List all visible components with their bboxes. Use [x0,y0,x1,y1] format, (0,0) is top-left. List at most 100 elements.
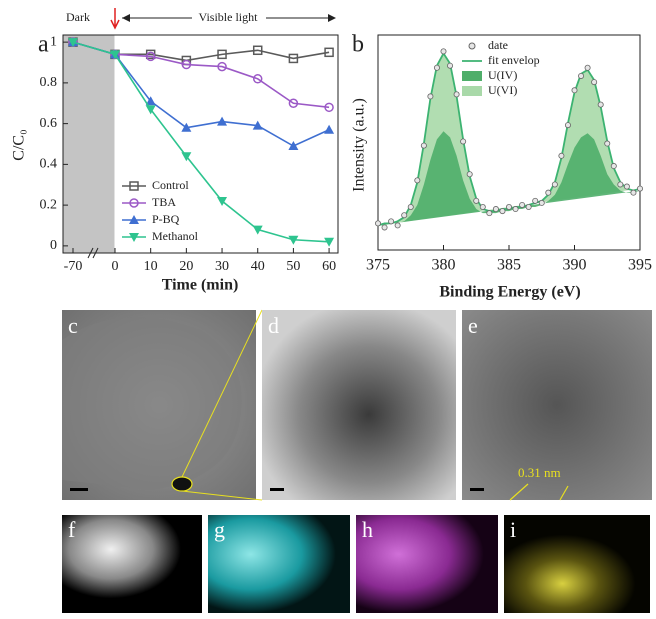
data-point [585,65,590,70]
data-point [402,213,407,218]
x-tick-label: 10 [144,259,158,274]
legend-label: Methanol [152,229,199,243]
lattice-label: 0.31 nm [518,465,561,480]
marker [217,117,227,126]
data-point [389,219,394,224]
y-tick-label: 0.4 [40,157,58,172]
data-point [572,88,577,93]
data-point [461,139,466,144]
data-point [559,153,564,158]
panel-label: a [38,32,49,58]
legend-label: TBA [152,195,176,209]
data-point [382,225,387,230]
scale-bar [470,488,484,491]
micrograph-panels [62,310,652,613]
data-point [624,184,629,189]
legend-marker [469,43,475,49]
data-point [493,206,498,211]
legend-swatch [462,86,482,96]
data-point [618,182,623,187]
x-tick-label: 60 [322,259,336,274]
legend-label: U(VI) [488,83,517,97]
annotation-visible: Visible light [199,10,259,24]
panel-label: d [268,313,279,338]
x-tick-label: 380 [432,257,456,274]
data-point [434,65,439,70]
y-tick-label: 0.6 [40,116,58,131]
data-point [474,198,479,203]
legend-swatch [462,71,482,81]
dark-region [64,36,115,253]
x-axis-label: Binding Energy (eV) [439,284,580,301]
data-point [500,208,505,213]
figure: a Dark Visible light Time (min) C/C₀ b B… [0,0,656,619]
data-point [546,190,551,195]
legend-label: U(IV) [488,68,517,82]
arrow-head [122,14,130,22]
panel-label: c [68,313,78,338]
data-point [539,200,544,205]
x-axis-label: Time (min) [162,277,239,294]
x-tick-label: 20 [179,259,193,274]
data-point [421,143,426,148]
y-tick-label: 0.8 [40,75,58,90]
data-point [454,92,459,97]
tem-image-d [262,310,456,500]
data-point [441,49,446,54]
x-tick-label: 375 [366,257,390,274]
data-point [631,190,636,195]
start-arrow [111,8,119,28]
annotation-dark: Dark [66,10,90,24]
data-point [598,102,603,107]
data-point [637,186,642,191]
data-point [506,204,511,209]
map-image-i [504,515,650,613]
arrow-head [328,14,336,22]
x-tick-label: 50 [286,259,300,274]
y-axis-label: Intensity (a.u.) [351,98,368,192]
zoom-region [172,477,192,491]
data-point [513,206,518,211]
data-point [428,94,433,99]
data-point [487,211,492,216]
x-tick-label: 390 [563,257,587,274]
x-tick-label: 385 [497,257,521,274]
data-point [520,202,525,207]
legend-label: date [488,38,508,52]
map-image-h [356,515,498,613]
x-tick-label: -70 [64,259,83,274]
haadf-image-f [62,515,202,613]
x-tick-label: 395 [628,257,652,274]
legend-label: Control [152,178,189,192]
panel-label: e [468,313,478,338]
data-point [533,198,538,203]
x-tick-label: 0 [112,259,119,274]
scale-bar [70,488,88,491]
x-tick-label: 30 [215,259,229,274]
data-point [395,223,400,228]
legend-label: fit envelop [488,53,540,67]
data-point [611,163,616,168]
data-point [415,178,420,183]
data-point [375,221,380,226]
data-point [467,172,472,177]
y-tick-label: 1 [50,34,57,49]
scale-bar [270,488,284,491]
data-point [480,204,485,209]
data-point [552,182,557,187]
y-tick-label: 0.2 [40,197,58,212]
map-image-g [208,515,350,613]
data-point [408,204,413,209]
panel-label: f [68,517,76,542]
data-point [592,79,597,84]
panel-label: h [362,517,373,542]
marker [288,141,298,150]
data-point [565,122,570,127]
particle-shape [62,317,242,490]
y-axis-label: C/C₀ [11,129,28,160]
data-point [605,141,610,146]
y-tick-label: 0 [50,238,57,253]
data-point [447,63,452,68]
marker [324,125,334,134]
legend-label: P-BQ [152,212,180,226]
